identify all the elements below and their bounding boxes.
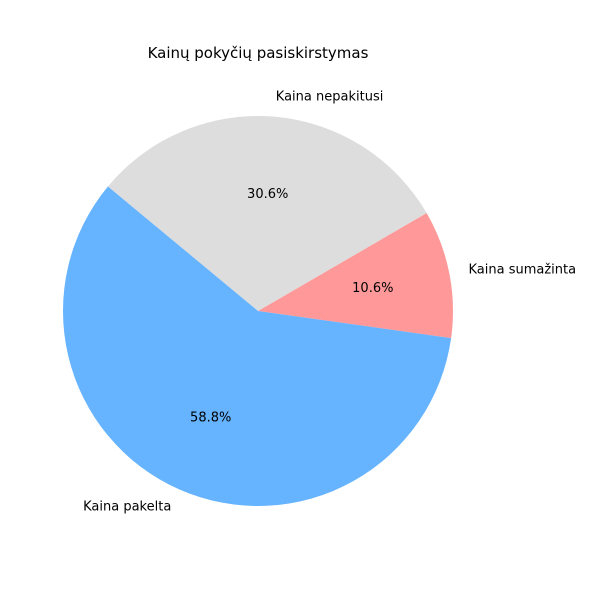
pie-pct-label-2: 30.6%	[247, 187, 288, 202]
pie-pct-label-3: 58.8%	[190, 411, 231, 426]
pie-slice-2	[107, 116, 427, 312]
pie-slices	[62, 116, 453, 506]
pie-slice-1	[258, 213, 453, 339]
chart-title: Kainų pokyčių pasiskirstymas	[148, 44, 369, 62]
pie-slice-label-1: Kaina sumažinta	[469, 262, 577, 277]
pie-slice-label-2: Kaina nepakitusi	[276, 90, 384, 105]
pie-pct-label-1: 10.6%	[352, 281, 393, 296]
pie-labels: 10.6% Kaina sumažinta 30.6% Kaina nepakitus…	[83, 90, 576, 515]
pie-slice-label-3: Kaina pakelta	[83, 500, 171, 515]
pie-slice-3	[62, 186, 452, 506]
